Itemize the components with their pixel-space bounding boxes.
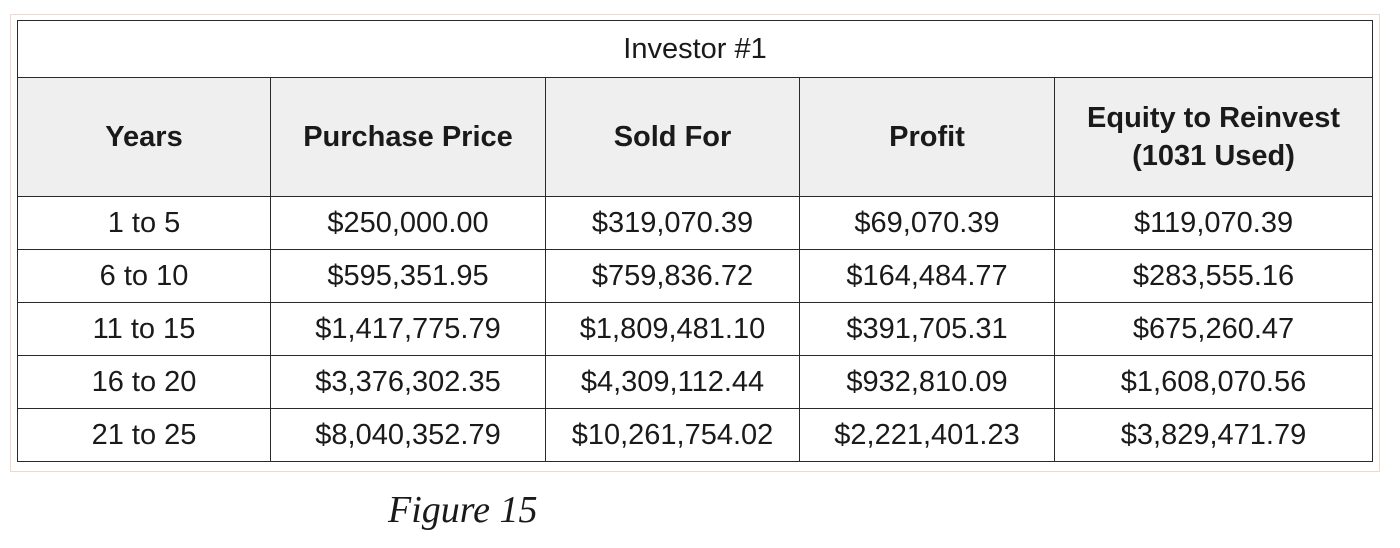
header-equity-line1: Equity to Reinvest bbox=[1087, 102, 1341, 134]
cell-equity: $119,070.39 bbox=[1053, 196, 1374, 250]
table-row: 11 to 15 $1,417,775.79 $1,809,481.10 $39… bbox=[17, 302, 1374, 356]
table-row: 1 to 5 $250,000.00 $319,070.39 $69,070.3… bbox=[17, 196, 1374, 250]
table-row: 6 to 10 $595,351.95 $759,836.72 $164,484… bbox=[17, 249, 1374, 303]
cell-purchase-price: $250,000.00 bbox=[270, 196, 546, 250]
header-row: Years Purchase Price Sold For Profit Equ… bbox=[17, 77, 1374, 197]
cell-equity: $1,608,070.56 bbox=[1053, 355, 1374, 409]
cell-profit: $2,221,401.23 bbox=[799, 408, 1055, 462]
cell-purchase-price: $3,376,302.35 bbox=[270, 355, 546, 409]
cell-years: 1 to 5 bbox=[17, 196, 271, 250]
cell-purchase-price: $1,417,775.79 bbox=[270, 302, 546, 356]
table-row: 21 to 25 $8,040,352.79 $10,261,754.02 $2… bbox=[17, 408, 1374, 462]
cell-purchase-price: $8,040,352.79 bbox=[270, 408, 546, 462]
cell-equity: $3,829,471.79 bbox=[1053, 408, 1374, 462]
table-title: Investor #1 bbox=[16, 20, 1374, 78]
header-equity-to-reinvest: Equity to Reinvest (1031 Used) bbox=[1053, 77, 1374, 197]
cell-sold-for: $759,836.72 bbox=[545, 249, 800, 303]
cell-purchase-price: $595,351.95 bbox=[270, 249, 546, 303]
cell-equity: $283,555.16 bbox=[1053, 249, 1374, 303]
table-title-row: Investor #1 bbox=[16, 20, 1374, 78]
cell-sold-for: $4,309,112.44 bbox=[545, 355, 800, 409]
cell-sold-for: $10,261,754.02 bbox=[545, 408, 800, 462]
cell-profit: $391,705.31 bbox=[799, 302, 1055, 356]
header-profit: Profit bbox=[799, 77, 1055, 197]
investor-table: Investor #1 Years Purchase Price Sold Fo… bbox=[16, 20, 1374, 462]
cell-equity: $675,260.47 bbox=[1053, 302, 1374, 356]
header-sold-for: Sold For bbox=[545, 77, 800, 197]
figure-frame bbox=[10, 14, 1380, 472]
table-row: 16 to 20 $3,376,302.35 $4,309,112.44 $93… bbox=[17, 355, 1374, 409]
cell-sold-for: $1,809,481.10 bbox=[545, 302, 800, 356]
cell-profit: $69,070.39 bbox=[799, 196, 1055, 250]
cell-years: 11 to 15 bbox=[17, 302, 271, 356]
cell-years: 6 to 10 bbox=[17, 249, 271, 303]
header-equity-line2: (1031 Used) bbox=[1132, 140, 1295, 172]
cell-years: 16 to 20 bbox=[17, 355, 271, 409]
cell-sold-for: $319,070.39 bbox=[545, 196, 800, 250]
cell-profit: $164,484.77 bbox=[799, 249, 1055, 303]
cell-profit: $932,810.09 bbox=[799, 355, 1055, 409]
cell-years: 21 to 25 bbox=[17, 408, 271, 462]
figure-caption: Figure 15 bbox=[388, 489, 538, 531]
header-years: Years bbox=[17, 77, 271, 197]
header-purchase-price: Purchase Price bbox=[270, 77, 546, 197]
